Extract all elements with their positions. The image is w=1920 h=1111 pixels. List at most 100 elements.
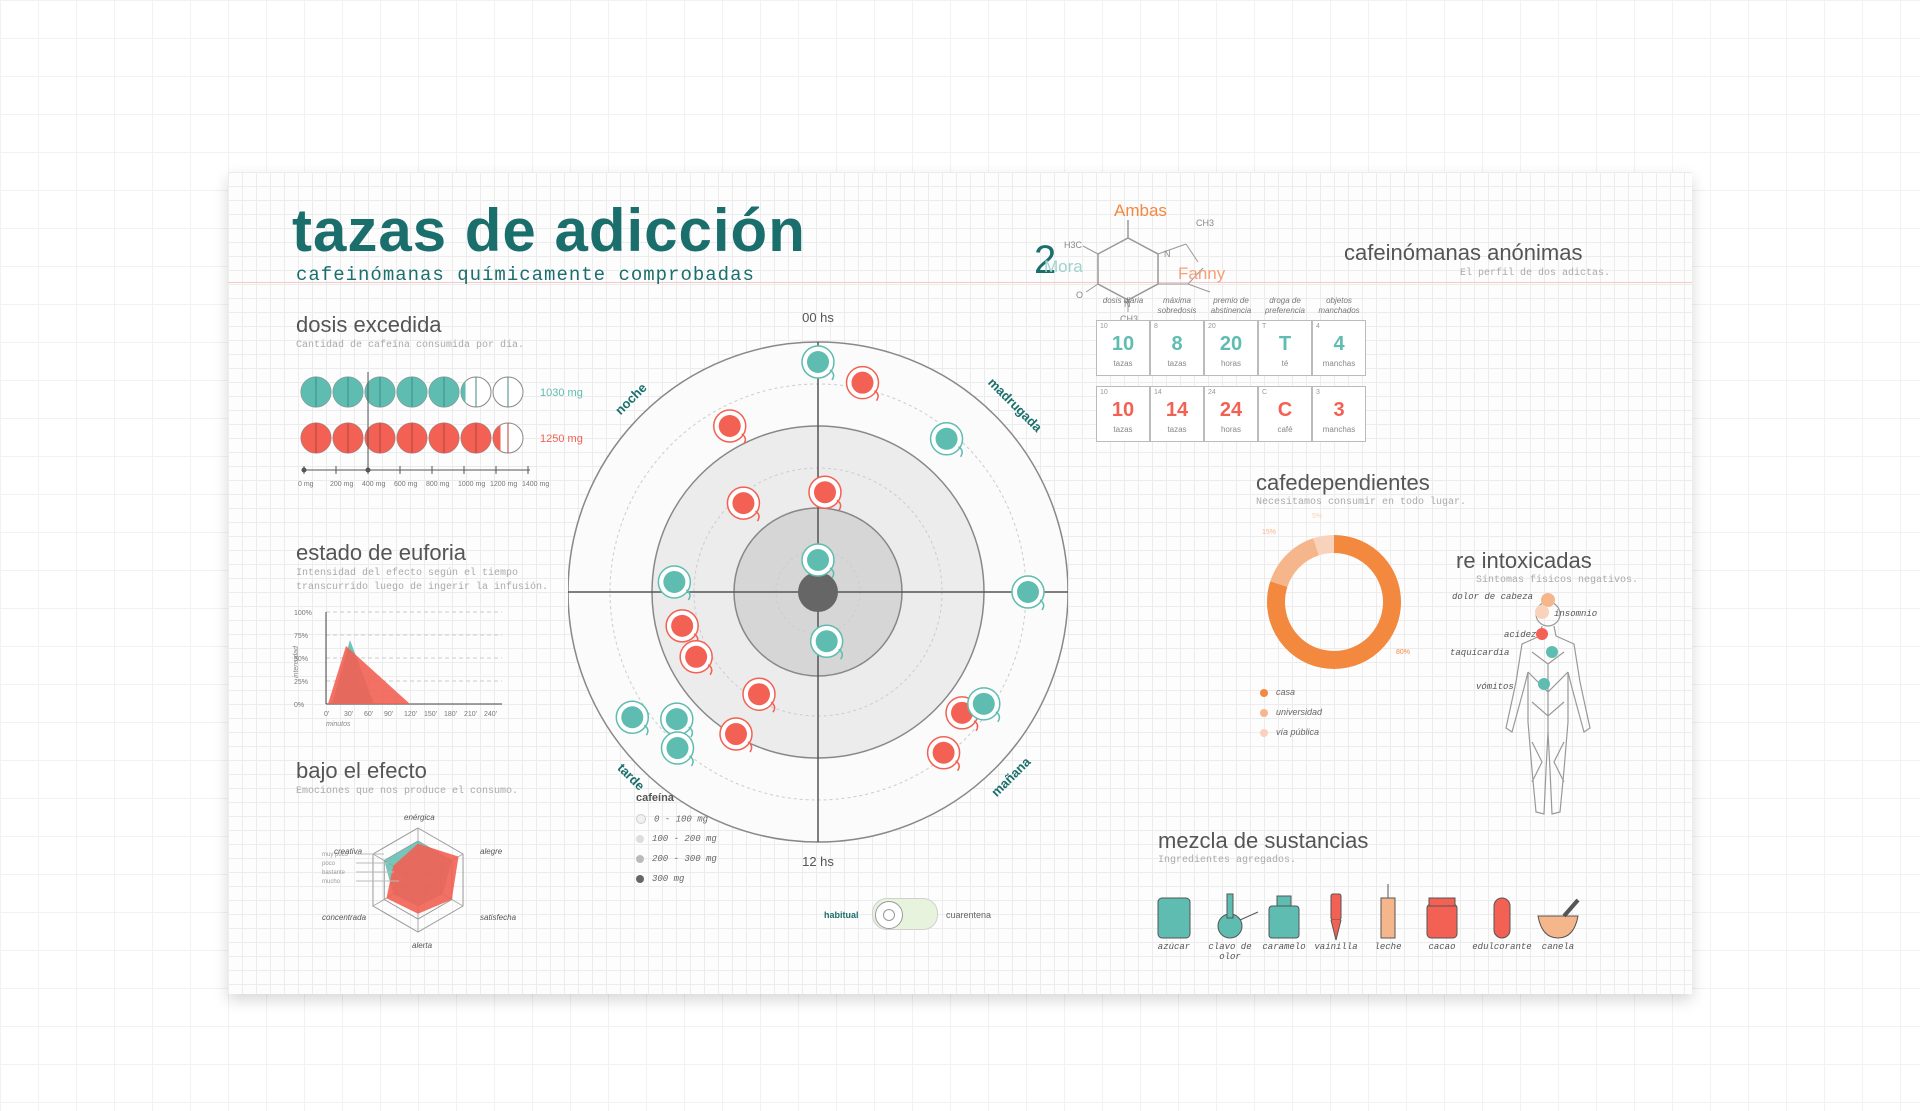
cup-dot (621, 706, 644, 729)
ingredient-label: vainilla (1314, 942, 1358, 952)
dose-tick-label: 0 mg (298, 481, 314, 488)
euforia-title: estado de euforia (296, 540, 467, 565)
ingredient-icon (1268, 895, 1300, 939)
anonimas-title: cafeinómanas anónimas (1344, 240, 1583, 265)
anonimas-column-header: dosis diaria (1102, 296, 1144, 305)
efecto-desc: Emociones que nos produce el consumo. (296, 786, 519, 797)
intox-title: re intoxicadas (1456, 548, 1592, 573)
ingredient-icon (1380, 884, 1396, 939)
divider-line (228, 282, 1692, 283)
headache-marker (1541, 593, 1555, 607)
dose-tick-label: 800 mg (426, 481, 449, 488)
intox-label: taquicardia (1450, 648, 1510, 658)
vomiting-marker (1538, 678, 1550, 690)
cup-handle (770, 701, 776, 713)
dose-axis-start (301, 467, 307, 473)
o-label: O (1076, 290, 1083, 300)
legend-swatch (636, 814, 646, 824)
ingredient-label: clavo de olor (1208, 942, 1252, 962)
ingredient-label: edulcorante (1472, 942, 1532, 952)
infographic-poster: tazas de adicción 2 cafeinómanas química… (228, 172, 1692, 994)
radar-axis-label: enérgica (404, 813, 435, 822)
cup-dot (671, 614, 694, 637)
cup-dot (732, 492, 755, 515)
clock-center (798, 572, 838, 612)
tachycardia-marker (1546, 646, 1558, 658)
tile-unit: tazas (1167, 359, 1187, 368)
tile-index: 10 (1100, 323, 1108, 330)
dose-pill-fill (493, 425, 501, 451)
legend-swatch (1260, 708, 1268, 717)
cup-handle (836, 499, 842, 511)
euforia-xtick: 120' (404, 711, 417, 718)
cafedep-donut: 80% 15% 5% (1262, 513, 1410, 669)
euforia-ytick: 0% (294, 702, 304, 709)
intox-desc: Síntomas físicos negativos. (1476, 575, 1639, 586)
radar-level-label: mucho (322, 879, 341, 885)
profile-tile: 20 20 horas (1204, 320, 1258, 376)
habit-toggle[interactable] (872, 898, 938, 930)
donut-slice (1267, 535, 1401, 669)
euforia-ytick: 100% (294, 610, 312, 617)
dose-tick-label: 400 mg (362, 481, 385, 488)
euforia-ytick: 50% (294, 656, 308, 663)
ingredient-label: caramelo (1262, 942, 1306, 952)
cup-handle (754, 510, 760, 522)
donut-slice (1313, 535, 1335, 556)
anonimas-column-header: objetos manchados (1318, 296, 1360, 315)
insomnia-marker (1535, 605, 1549, 619)
cup-handle (643, 724, 649, 736)
legend-swatch (1260, 728, 1268, 737)
anonimas-column-header: máxima sobredosis (1157, 296, 1197, 315)
legend-swatch (636, 854, 644, 863)
cup-dot (815, 630, 838, 653)
mezcla-desc: Ingredientes agregados. (1158, 855, 1297, 866)
euforia-desc-1: Intensidad del efecto según el tiempo (296, 568, 519, 579)
radar-axis-label: alerta (412, 941, 433, 950)
ingredient-icon (1426, 897, 1458, 939)
anonimas-desc: El perfil de dos adictas. (1460, 268, 1611, 279)
tile-index: 4 (1316, 323, 1320, 330)
cup-handle (995, 711, 1001, 723)
donut-slice-label: 15% (1262, 529, 1276, 536)
h3c-label: H3C (1064, 240, 1083, 250)
euforia-chart: 100% 75% 50% 25% 0% 0' 30' 60' 90' 120' 150' 180' 21… (293, 610, 502, 728)
tile-unit: manchas (1322, 359, 1356, 368)
cup-handle (1039, 599, 1045, 611)
cup-dot (1017, 581, 1039, 603)
cup-handle (955, 760, 960, 772)
tile-index: 10 (1100, 389, 1108, 396)
acidity-marker (1536, 628, 1548, 640)
page-subtitle: cafeinómanas químicamente comprobadas (296, 264, 755, 286)
euforia-fanny-area (328, 646, 410, 704)
cup-dot (748, 683, 770, 706)
cafeina-legend-item: 0 - 100 mg (636, 814, 708, 824)
tile-index: 20 (1208, 323, 1216, 330)
cup-dot (935, 427, 958, 450)
cup-handle (685, 589, 691, 601)
dose-tick-label: 1000 mg (458, 481, 485, 488)
profile-tile: 4 4 manchas (1312, 320, 1366, 376)
tile-value: 10 (1111, 333, 1135, 355)
cup-dot (718, 415, 741, 438)
dose-tick-label: 1200 mg (490, 481, 517, 488)
ingredient-icon (1493, 897, 1511, 939)
tile-value: 4 (1333, 333, 1345, 355)
cup-handle (958, 446, 963, 458)
cup-handle (829, 567, 835, 579)
cafedep-desc: Necesitamos consumir en todo lugar. (1256, 497, 1467, 508)
euforia-ytick: 25% (294, 679, 308, 686)
legend-swatch (636, 874, 644, 883)
profile-tile: 8 8 tazas (1150, 320, 1204, 376)
body-figure (1505, 593, 1591, 815)
cafeina-legend-item: 200 - 300 mg (636, 854, 717, 864)
tile-unit: café (1277, 425, 1293, 434)
profile-tile: 3 3 manchas (1312, 386, 1366, 442)
toggle-right-label: cuarentena (946, 910, 992, 920)
cafeina-legend-title: cafeína (636, 792, 674, 804)
cup-handle (741, 433, 747, 445)
euforia-xtick: 240' (484, 711, 497, 718)
toggle-left-label: habitual (824, 910, 859, 920)
cup-dot (932, 741, 955, 764)
